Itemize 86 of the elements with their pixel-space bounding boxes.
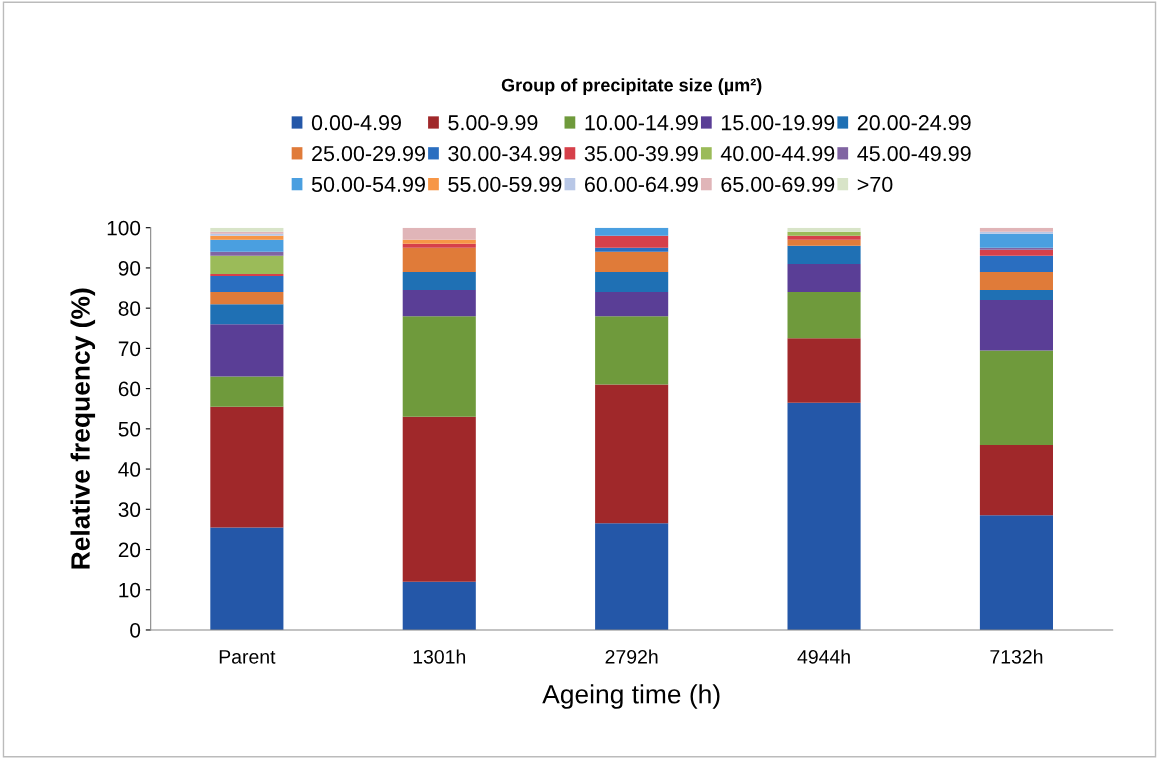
bar — [210, 406, 284, 528]
bar — [595, 316, 669, 385]
legend-label: 55.00-59.99 — [448, 176, 562, 192]
bar — [979, 515, 1053, 630]
bar — [595, 247, 669, 252]
y-tick-label: 90 — [118, 260, 141, 276]
legend-label: 60.00-64.99 — [584, 176, 698, 192]
bar — [210, 324, 284, 377]
bar — [787, 231, 861, 236]
bar — [979, 290, 1053, 301]
legend-label: >70 — [857, 176, 893, 192]
bar — [787, 338, 861, 403]
y-tick-label: 70 — [118, 341, 141, 357]
legend-label: 15.00-19.99 — [721, 115, 835, 131]
y-axis-title: Relative frequency (%) — [70, 288, 96, 569]
legend-label: 5.00-9.99 — [448, 115, 538, 131]
x-tick-label: 2792h — [605, 649, 658, 664]
bar — [979, 233, 1053, 248]
bar — [979, 350, 1053, 445]
bar — [402, 271, 476, 291]
bar — [595, 292, 669, 317]
bar — [210, 376, 284, 407]
bar — [402, 316, 476, 417]
bar — [787, 263, 861, 293]
bar — [210, 235, 284, 240]
legend-title: Group of precipitate size (µm²) — [501, 78, 762, 96]
bar — [402, 416, 476, 582]
bar — [210, 304, 284, 325]
bar — [210, 275, 284, 293]
bar — [402, 247, 476, 272]
x-tick-label: 4944h — [797, 649, 850, 664]
bar — [402, 290, 476, 317]
y-tick-label: 30 — [118, 502, 141, 518]
bar — [595, 251, 669, 272]
bar — [210, 239, 284, 252]
y-tick-label: 0 — [130, 622, 141, 638]
bar — [979, 255, 1053, 272]
legend-label: 65.00-69.99 — [721, 176, 835, 192]
legend-label: 10.00-14.99 — [585, 115, 698, 131]
bar — [979, 247, 1053, 250]
bar — [210, 527, 284, 630]
legend-label: 50.00-54.99 — [311, 176, 425, 192]
bar — [595, 227, 669, 236]
y-tick-label: 10 — [119, 582, 141, 598]
bar — [402, 239, 476, 244]
bar — [402, 581, 476, 630]
x-tick-label: 7132h — [990, 649, 1043, 664]
y-tick-label: 60 — [118, 381, 141, 397]
bar — [210, 227, 284, 232]
bar — [210, 292, 284, 305]
legend-label: 0.00-4.99 — [311, 115, 401, 131]
bar — [979, 444, 1053, 516]
bar — [979, 300, 1053, 351]
bar — [210, 273, 284, 276]
bar — [787, 292, 861, 339]
bar — [787, 245, 861, 264]
y-tick-label: 80 — [118, 301, 141, 316]
x-axis-title: Ageing time (h) — [542, 684, 720, 709]
bar — [787, 235, 861, 240]
bar — [595, 523, 669, 630]
bar — [210, 255, 284, 274]
bar — [595, 384, 669, 524]
x-tick-label: Parent — [219, 650, 276, 664]
y-tick-label: 40 — [118, 462, 141, 477]
legend-label: 40.00-44.99 — [720, 145, 835, 162]
legend-label: 20.00-24.99 — [857, 115, 971, 131]
legend-label: 35.00-39.99 — [584, 145, 698, 162]
bar — [210, 251, 284, 256]
bar — [979, 231, 1053, 234]
x-tick-label: 1301h — [413, 649, 466, 664]
legend-label: 25.00-29.99 — [312, 145, 425, 162]
bar — [402, 227, 476, 240]
legend-label: 30.00-34.99 — [448, 145, 562, 162]
bar — [979, 271, 1053, 291]
bar — [787, 239, 861, 246]
bar — [402, 243, 476, 248]
y-tick-label: 20 — [118, 542, 141, 558]
bar — [787, 227, 861, 232]
bar — [979, 249, 1053, 256]
y-tick-label: 50 — [118, 421, 141, 437]
bar — [979, 227, 1053, 232]
y-tick-label: 100 — [107, 220, 141, 236]
bar — [595, 235, 669, 248]
bar — [787, 402, 861, 630]
legend-label: 45.00-49.99 — [857, 145, 971, 162]
bar — [595, 271, 669, 293]
